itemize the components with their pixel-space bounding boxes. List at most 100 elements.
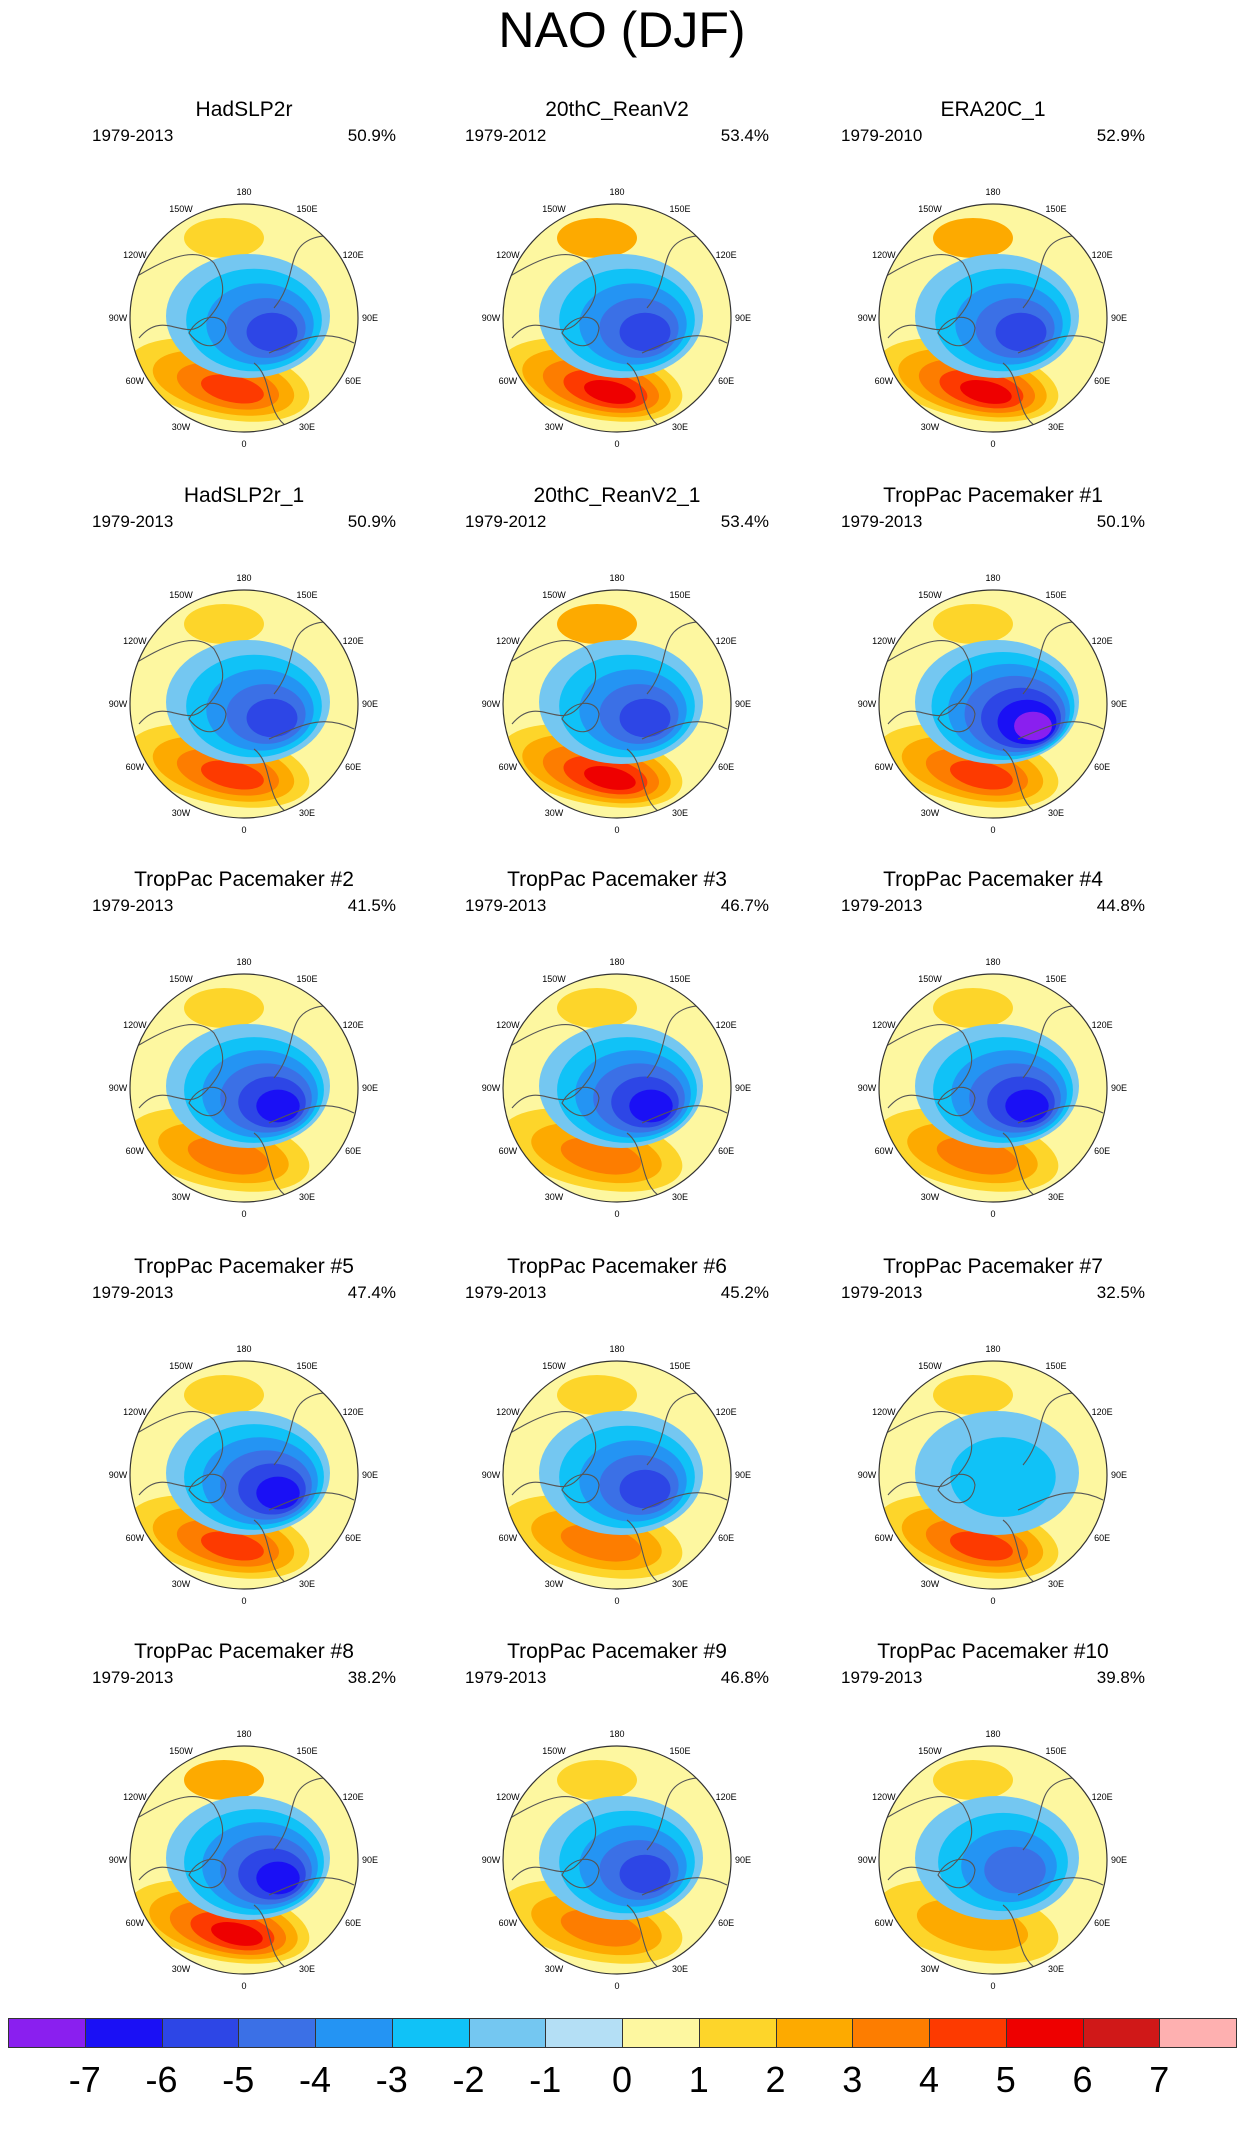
panel-title: TropPac Pacemaker #2 xyxy=(134,868,354,891)
coastline-europe xyxy=(1002,335,1104,429)
positive-anomaly-contour xyxy=(950,1531,1013,1561)
panel-years: 1979-2013 xyxy=(841,1668,923,1687)
negative-anomaly-contour xyxy=(619,1854,671,1894)
panel-years: 1979-2013 xyxy=(92,1668,174,1687)
longitude-label: 120E xyxy=(716,1792,737,1802)
panel-variance: 45.2% xyxy=(720,1283,769,1302)
longitude-label: 120E xyxy=(1092,250,1113,260)
longitude-label: 30E xyxy=(1048,808,1064,818)
panel-variance: 32.5% xyxy=(1096,1283,1145,1302)
coastline-north-america xyxy=(133,640,224,725)
longitude-label: 30E xyxy=(1048,1964,1064,1974)
coastline-europe xyxy=(1002,1105,1104,1199)
panel-title: 20thC_ReanV2 xyxy=(545,98,689,121)
longitude-label: 30E xyxy=(672,1192,688,1202)
colorbar-label: -1 xyxy=(529,2059,562,2100)
colorbar-swatch xyxy=(161,2018,240,2048)
longitude-label: 90W xyxy=(858,313,877,323)
coastline-north-america xyxy=(882,254,973,339)
map-panel: HadSLP2r 1979-2013 50.9% 180 150E 120E 90E 60E 3… xyxy=(74,98,414,478)
longitude-label: 60W xyxy=(499,1146,518,1156)
longitude-label: 150W xyxy=(169,204,193,214)
longitude-label: 0 xyxy=(990,439,995,449)
coastline-europe xyxy=(253,721,355,815)
longitude-label: 30E xyxy=(1048,422,1064,432)
panel-variance: 50.1% xyxy=(1096,512,1145,531)
coastline-north-america xyxy=(882,1024,973,1109)
coastline-greenland xyxy=(561,1473,600,1504)
coastline-north-america xyxy=(506,254,597,339)
colorbar-label: -7 xyxy=(68,2059,101,2100)
coastline-greenland xyxy=(937,1858,976,1889)
longitude-label: 60W xyxy=(499,1533,518,1543)
longitude-label: 60W xyxy=(499,376,518,386)
map-boundary xyxy=(878,203,1108,433)
polar-map: 180 150E 120E 90E 60E 30E 0 30W 60W 90W 120W 150W xyxy=(858,1344,1127,1606)
longitude-label: 90E xyxy=(1111,699,1127,709)
longitude-label: 90E xyxy=(362,1470,378,1480)
longitude-label: 150E xyxy=(669,1361,690,1371)
colorbar-swatch xyxy=(238,2018,316,2048)
longitude-label: 0 xyxy=(614,439,619,449)
figure-title: NAO (DJF) xyxy=(498,2,746,58)
negative-anomaly-contour xyxy=(995,312,1047,352)
longitude-label: 90W xyxy=(109,1470,128,1480)
longitude-label: 180 xyxy=(236,573,251,583)
longitude-label: 90W xyxy=(858,1470,877,1480)
positive-anomaly-contour xyxy=(584,766,636,790)
longitude-label: 60E xyxy=(345,1533,361,1543)
panel-years: 1979-2013 xyxy=(841,1283,923,1302)
longitude-label: 180 xyxy=(609,1729,624,1739)
longitude-label: 150E xyxy=(669,590,690,600)
longitude-label: 60W xyxy=(126,1146,145,1156)
pacific-anomaly xyxy=(184,988,264,1028)
pacific-anomaly xyxy=(933,1375,1013,1415)
negative-anomaly-contour xyxy=(246,312,298,352)
colorbar-label: 0 xyxy=(611,2059,633,2100)
longitude-label: 120E xyxy=(1092,1407,1113,1417)
pacific-anomaly xyxy=(184,218,264,258)
longitude-label: 150E xyxy=(669,1746,690,1756)
polar-map: 180 150E 120E 90E 60E 30E 0 30W 60W 90W 120W 150W xyxy=(482,187,751,449)
positive-anomaly-contour xyxy=(950,760,1013,790)
polar-map: 180 150E 120E 90E 60E 30E 0 30W 60W 90W 120W 150W xyxy=(109,573,378,835)
colorbar-swatch xyxy=(1005,2018,1084,2048)
panel-variance: 41.5% xyxy=(347,896,396,915)
longitude-label: 60W xyxy=(875,1918,894,1928)
longitude-label: 60E xyxy=(1094,762,1110,772)
longitude-label: 120W xyxy=(872,1792,896,1802)
colorbar-label: -2 xyxy=(452,2059,485,2100)
longitude-label: 90E xyxy=(735,1083,751,1093)
longitude-label: 180 xyxy=(985,187,1000,197)
coastline-north-america xyxy=(133,254,224,339)
longitude-label: 0 xyxy=(241,1596,246,1606)
map-panel: HadSLP2r_1 1979-2013 50.9% 180 150E 120E 90E 60… xyxy=(74,484,414,864)
colorbar-swatch xyxy=(315,2018,393,2048)
map-boundary xyxy=(502,973,732,1203)
longitude-label: 180 xyxy=(985,957,1000,967)
longitude-label: 90E xyxy=(735,313,751,323)
longitude-label: 150W xyxy=(169,590,193,600)
colorbar-label: 6 xyxy=(1072,2059,1093,2100)
negative-anomaly-contour xyxy=(256,1861,300,1895)
panel-variance: 50.9% xyxy=(347,512,396,531)
longitude-label: 180 xyxy=(236,1344,251,1354)
longitude-label: 30E xyxy=(299,1579,315,1589)
polar-map: 180 150E 120E 90E 60E 30E 0 30W 60W 90W 120W 150W xyxy=(109,957,378,1219)
map-panel: TropPac Pacemaker #6 1979-2013 45.2% 180 150… xyxy=(447,1255,787,1635)
coastline-greenland xyxy=(561,702,600,733)
colorbar-label: -3 xyxy=(375,2059,408,2100)
longitude-label: 0 xyxy=(241,1981,246,1991)
map-boundary xyxy=(129,203,359,433)
coastline-north-america xyxy=(882,1796,973,1881)
longitude-label: 150W xyxy=(542,1361,566,1371)
longitude-label: 0 xyxy=(614,1209,619,1219)
map-panel: ERA20C_1 1979-2010 52.9% 180 150E 120E 90E 60E 3… xyxy=(823,98,1163,478)
colorbar-swatch xyxy=(852,2018,930,2048)
longitude-label: 90E xyxy=(1111,1470,1127,1480)
map-panel: TropPac Pacemaker #5 1979-2013 47.4% 180 150… xyxy=(74,1255,414,1635)
longitude-label: 30W xyxy=(172,1192,191,1202)
longitude-label: 90W xyxy=(858,1855,877,1865)
longitude-label: 60E xyxy=(345,1918,361,1928)
longitude-label: 30W xyxy=(545,1579,564,1589)
